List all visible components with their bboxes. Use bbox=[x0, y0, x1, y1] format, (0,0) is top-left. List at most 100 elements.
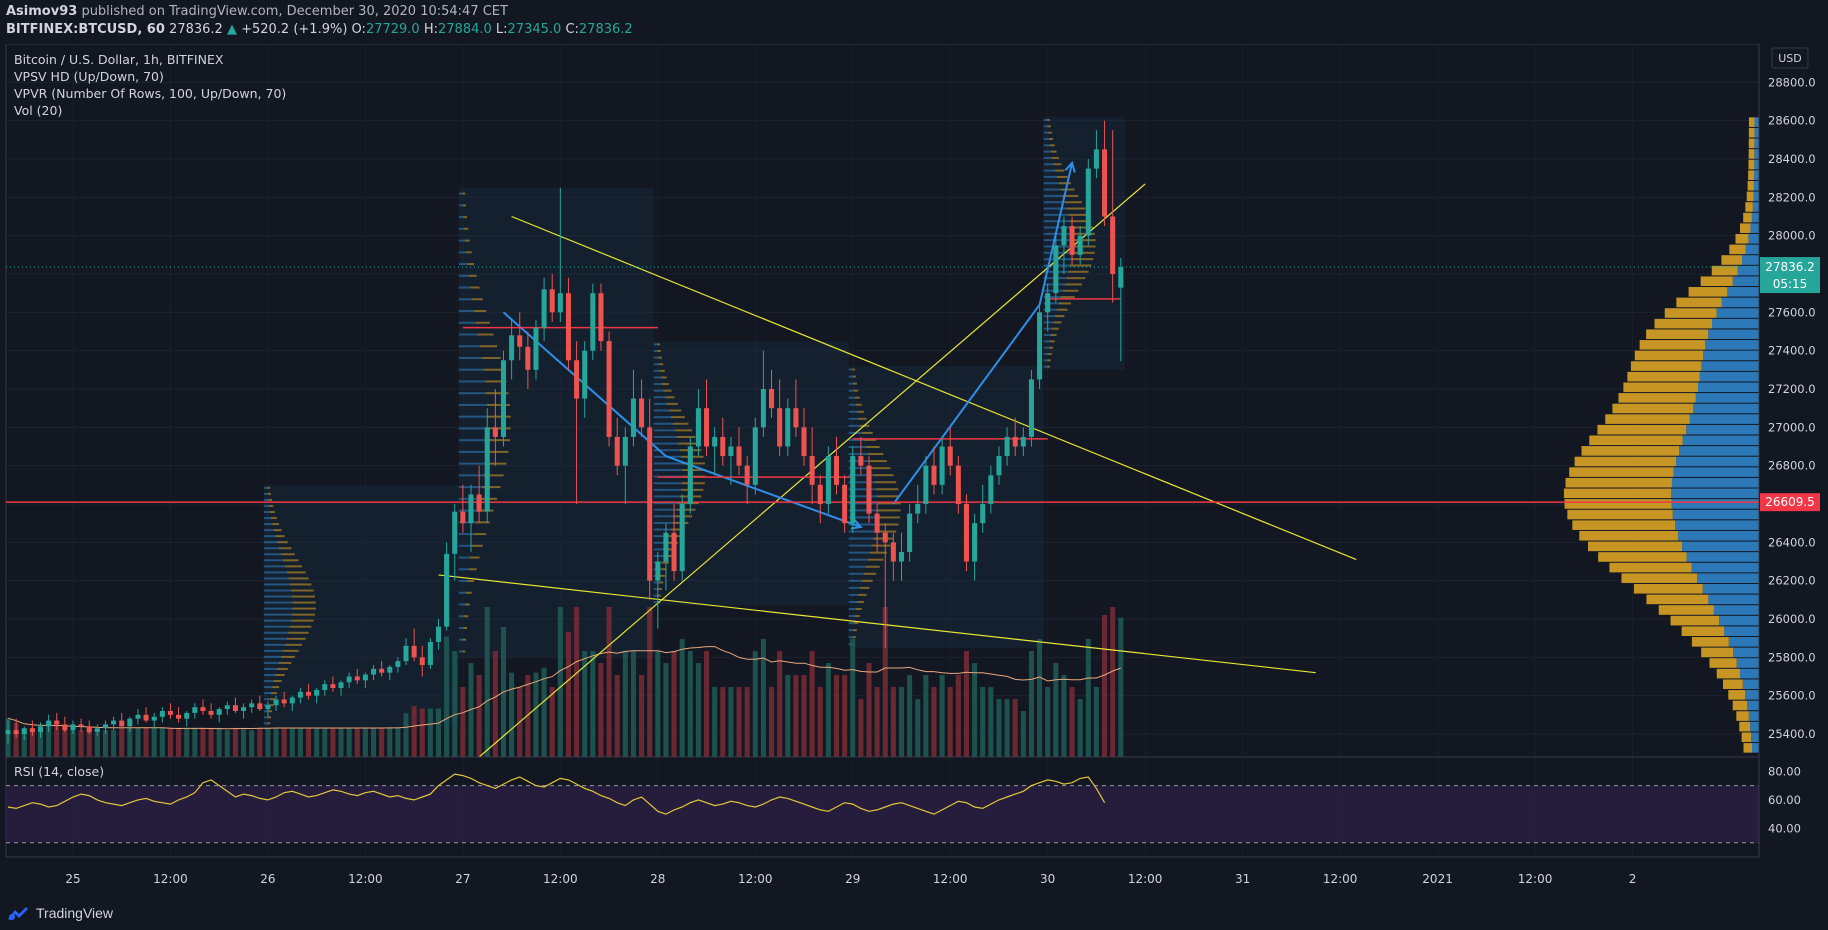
legend-vpsv[interactable]: VPSV HD (Up/Down, 70) bbox=[14, 69, 164, 84]
session-profile-down-row bbox=[1056, 308, 1068, 311]
candle-body bbox=[1004, 436, 1010, 457]
price-tick-label: 27600.0 bbox=[1768, 305, 1816, 319]
session-profile-down-row bbox=[486, 392, 509, 395]
volume-bar bbox=[13, 723, 19, 757]
volume-bar bbox=[1093, 687, 1099, 757]
candle bbox=[833, 436, 840, 495]
volume-bar bbox=[468, 663, 474, 757]
session-profile-up-row bbox=[263, 637, 287, 640]
session-profile-up-row bbox=[1043, 144, 1050, 147]
candle bbox=[46, 714, 52, 733]
session-profile-up-row bbox=[1043, 213, 1069, 216]
candle-body bbox=[541, 289, 547, 328]
session-profile-down-row bbox=[465, 591, 472, 594]
candle-body bbox=[200, 707, 206, 711]
rsi-legend[interactable]: RSI (14, close) bbox=[14, 764, 104, 779]
candle bbox=[671, 504, 677, 581]
vpvr-up-row bbox=[1686, 424, 1759, 435]
currency-badge[interactable] bbox=[1771, 47, 1809, 69]
candle-body bbox=[135, 714, 141, 719]
candle bbox=[362, 672, 368, 688]
volume-bar bbox=[1069, 687, 1075, 757]
vpvr-down-row bbox=[1748, 149, 1755, 159]
author-name[interactable]: Asimov93 bbox=[6, 4, 78, 19]
candle bbox=[907, 504, 913, 562]
volume-bar bbox=[200, 727, 206, 757]
candle bbox=[500, 350, 506, 447]
price-axis[interactable]: 28800.028600.028400.028200.028000.027800… bbox=[1758, 44, 1816, 857]
symbol-name[interactable]: BITFINEX:BTCUSD, 60 bbox=[6, 22, 165, 37]
vpvr-down-row bbox=[1565, 477, 1672, 488]
session-profile-up-row bbox=[848, 403, 856, 406]
candle bbox=[874, 504, 880, 552]
session-profile-up-row bbox=[653, 435, 677, 438]
session-profile-down-row bbox=[668, 409, 682, 412]
session-profile-down-row bbox=[473, 310, 487, 313]
candle-body bbox=[614, 436, 620, 466]
session-profile-down-row bbox=[1066, 277, 1086, 280]
legend-volume[interactable]: Vol (20) bbox=[14, 103, 62, 118]
candle bbox=[622, 427, 628, 504]
session-profile-up-row bbox=[458, 204, 463, 207]
candle-body bbox=[687, 446, 693, 504]
volume-bar bbox=[541, 667, 547, 757]
session-profile-down-row bbox=[1072, 239, 1096, 242]
session-profile-up-row bbox=[263, 710, 269, 713]
candle-body bbox=[679, 504, 685, 572]
volume-bar bbox=[565, 631, 571, 757]
session-profile-up-row bbox=[653, 422, 673, 425]
session-profile-up-row bbox=[848, 446, 866, 449]
volume-bar bbox=[460, 687, 466, 757]
session-profile-down-row bbox=[467, 263, 475, 266]
vpvr-up-row bbox=[1728, 637, 1759, 647]
session-profile-down-row bbox=[468, 568, 477, 571]
session-profile-down-row bbox=[663, 389, 672, 392]
candle bbox=[1020, 427, 1026, 457]
candle bbox=[460, 484, 466, 533]
candle-body bbox=[980, 504, 986, 524]
session-profile-up-row bbox=[458, 603, 465, 606]
session-profile-up-row bbox=[458, 427, 488, 430]
legend-vpvr[interactable]: VPVR (Number Of Rows, 100, Up/Down, 70) bbox=[14, 86, 286, 101]
volume-bar bbox=[752, 651, 758, 757]
time-tick-label: 26 bbox=[260, 872, 275, 886]
session-profile-down-row bbox=[682, 469, 706, 472]
volume-bar bbox=[1028, 651, 1034, 757]
candle-body bbox=[281, 699, 287, 704]
price-chart[interactable]: 28800.028600.028400.028200.028000.027800… bbox=[0, 44, 1828, 897]
vpvr-down-row bbox=[1722, 679, 1743, 690]
vpvr-down-row bbox=[1618, 393, 1696, 403]
candle bbox=[825, 446, 831, 514]
tradingview-logo[interactable]: TradingView bbox=[6, 905, 113, 921]
time-tick-label: 12:00 bbox=[738, 872, 773, 886]
candle bbox=[297, 688, 303, 704]
candle-body bbox=[21, 728, 27, 734]
price-tick-label: 27000.0 bbox=[1768, 420, 1816, 434]
volume-bar bbox=[842, 675, 848, 757]
logo-text: TradingView bbox=[36, 905, 114, 921]
candle bbox=[54, 712, 60, 731]
session-profile-up-row bbox=[653, 554, 664, 557]
vpvr-up-row bbox=[1742, 255, 1759, 265]
session-profile-up-row bbox=[263, 649, 283, 652]
candle bbox=[281, 691, 287, 708]
candle bbox=[419, 645, 425, 677]
vpvr-down-row bbox=[1569, 467, 1674, 477]
time-tick-label: 12:00 bbox=[153, 872, 188, 886]
candle bbox=[744, 456, 750, 504]
volume-bar bbox=[874, 687, 880, 757]
candle bbox=[1085, 159, 1091, 246]
volume-bar bbox=[403, 713, 409, 757]
session-profile-down-row bbox=[465, 251, 472, 254]
time-axis[interactable]: 25 12:00 26 12:00 27 12:00 28 12:00 29 12:00 30 12:… bbox=[6, 856, 1759, 886]
time-tick-label: 12:00 bbox=[933, 872, 968, 886]
vpvr-down-row bbox=[1700, 276, 1733, 287]
volume-bar bbox=[549, 687, 555, 757]
session-profile-up-row bbox=[653, 416, 671, 419]
session-profile-up-row bbox=[848, 530, 875, 533]
candle bbox=[760, 350, 766, 437]
vpvr-down-row bbox=[1630, 361, 1702, 371]
session-profile-down-row bbox=[291, 619, 314, 622]
rsi-tick-label: 40.00 bbox=[1768, 821, 1801, 835]
volume-bar bbox=[858, 699, 864, 757]
